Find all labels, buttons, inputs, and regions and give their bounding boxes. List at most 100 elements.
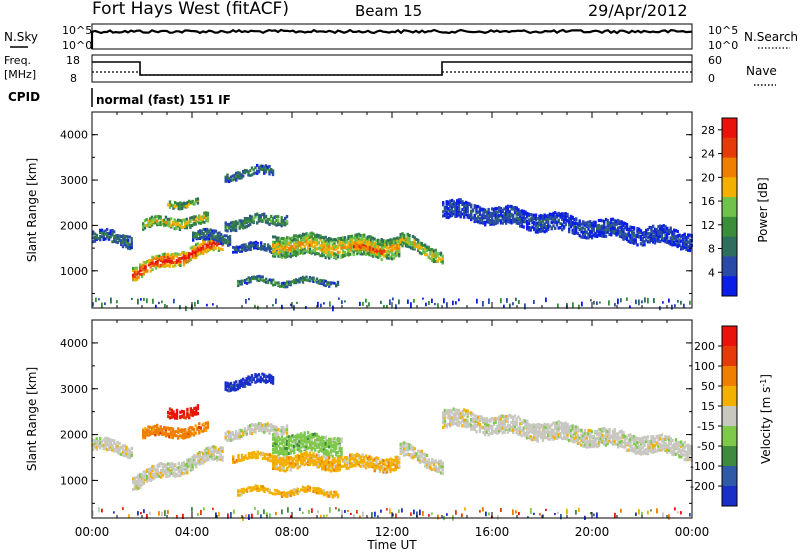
echo-cell <box>550 215 553 219</box>
echo-cell <box>188 460 191 464</box>
echo-cell <box>399 445 402 449</box>
echo-cell <box>392 458 396 462</box>
echo-cell <box>254 213 257 217</box>
echo-cell <box>519 224 522 228</box>
echo-cell <box>394 458 397 462</box>
echo-cell <box>163 469 166 473</box>
echo-cell <box>413 246 416 250</box>
echo-cell <box>575 229 578 233</box>
echo-cell <box>177 465 180 469</box>
echo-cell <box>293 253 296 256</box>
echo-cell <box>156 465 159 469</box>
echo-cell <box>382 252 385 256</box>
echo-cell <box>564 217 567 221</box>
echo-cell <box>181 462 184 465</box>
echo-cell <box>335 493 338 496</box>
echo-cell <box>273 242 277 246</box>
echo-cell <box>220 239 223 243</box>
echo-cell <box>113 449 116 453</box>
echo-cell <box>256 426 259 430</box>
echo-cell <box>650 238 653 242</box>
echo-cell <box>404 442 408 446</box>
echo-cell <box>253 455 256 459</box>
echo-cell <box>461 212 464 216</box>
echo-cell <box>277 450 280 454</box>
echo-cell <box>555 212 559 216</box>
echo-cell <box>482 209 485 213</box>
echo-cell <box>441 257 444 261</box>
echo-cell <box>406 235 409 239</box>
echo-cell <box>418 454 422 458</box>
echo-cell <box>366 465 369 469</box>
echo-cell <box>259 278 263 281</box>
echo-cell <box>315 238 319 242</box>
echo-cell <box>420 454 423 458</box>
echo-cell <box>267 457 270 460</box>
freq-unit-label: [MHz] <box>4 68 36 81</box>
echo-cell <box>209 245 212 249</box>
echo-cell <box>450 418 454 422</box>
echo-cell <box>315 242 319 246</box>
echo-cell <box>594 220 597 224</box>
echo-cell <box>187 435 190 439</box>
echo-cell <box>601 230 604 234</box>
echo-cell <box>445 215 448 219</box>
echo-cell <box>667 228 671 233</box>
echo-cell <box>238 381 241 385</box>
echo-cell <box>252 168 255 172</box>
echo-cell <box>452 413 455 417</box>
echo-cell <box>471 216 475 220</box>
echo-cell <box>179 305 181 310</box>
echo-cell <box>219 448 222 452</box>
echo-cell <box>172 206 175 210</box>
echo-cell <box>189 429 192 433</box>
echo-cell <box>170 224 173 228</box>
echo-cell <box>263 243 266 246</box>
echo-cell <box>133 476 137 480</box>
echo-cell <box>342 240 345 244</box>
echo-cell <box>286 245 289 249</box>
echo-cell <box>235 380 238 384</box>
echo-cell <box>442 201 445 205</box>
echo-cell <box>235 435 238 439</box>
echo-cell <box>300 247 303 251</box>
echo-cell <box>604 226 608 230</box>
echo-cell <box>506 216 510 221</box>
echo-cell <box>513 217 517 221</box>
echo-cell <box>164 303 166 308</box>
echo-cell <box>236 387 240 391</box>
echo-cell <box>133 271 137 274</box>
echo-cell <box>243 384 247 388</box>
echo-cell <box>491 211 494 216</box>
echo-cell <box>268 373 271 377</box>
echo-cell <box>107 437 111 441</box>
echo-cell <box>322 489 326 493</box>
echo-cell <box>303 435 306 439</box>
echo-cell <box>454 204 457 208</box>
echo-cell <box>218 234 221 238</box>
echo-cell <box>447 414 450 418</box>
echo-cell <box>478 206 482 210</box>
echo-cell <box>301 439 305 443</box>
echo-cell <box>270 491 273 495</box>
echo-cell <box>238 434 241 438</box>
echo-cell <box>142 470 145 474</box>
echo-cell <box>683 240 686 244</box>
echo-cell <box>275 457 278 461</box>
echo-cell <box>289 461 292 465</box>
echo-cell <box>432 260 436 264</box>
echo-cell <box>350 453 354 457</box>
echo-cell <box>212 451 215 455</box>
echo-cell <box>438 462 441 466</box>
echo-cell <box>238 175 241 179</box>
echo-cell <box>590 221 594 226</box>
echo-cell <box>322 445 326 449</box>
echo-cell <box>629 225 632 229</box>
echo-cell <box>561 212 564 216</box>
freq-tick-bottom: 8 <box>70 72 77 85</box>
echo-cell <box>137 275 140 279</box>
echo-cell <box>186 256 189 260</box>
echo-cell <box>655 228 658 232</box>
echo-cell <box>244 249 247 252</box>
echo-cell <box>286 280 289 284</box>
